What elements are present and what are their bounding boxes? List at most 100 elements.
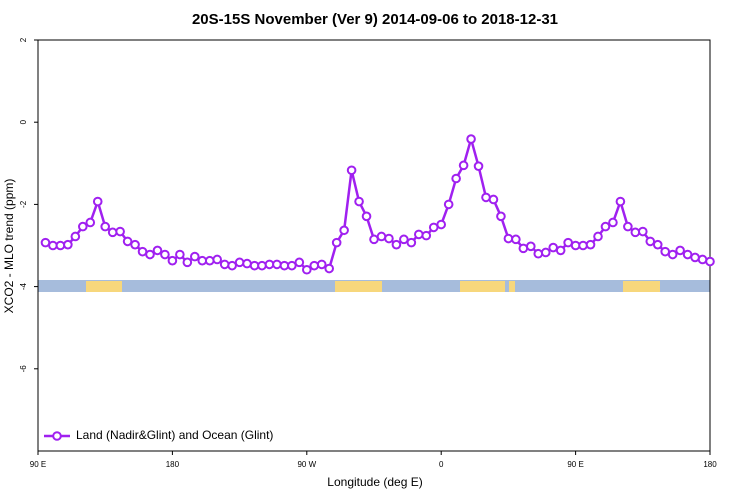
x-tick-label: 90 E (30, 460, 46, 469)
data-point (436, 219, 447, 230)
y-tick-label: -4 (19, 282, 28, 290)
data-point (518, 243, 529, 254)
data-point (473, 161, 484, 171)
data-point (369, 234, 379, 245)
data-point (257, 260, 267, 271)
data-point (645, 236, 656, 247)
land-segment (623, 281, 660, 292)
data-point (182, 257, 193, 268)
data-point (600, 221, 611, 232)
data-point (652, 239, 663, 250)
data-point (242, 258, 252, 269)
x-tick-label: 180 (166, 460, 180, 469)
data-point (399, 234, 409, 245)
data-point (391, 239, 402, 250)
data-point (421, 230, 432, 241)
land-segment (335, 281, 382, 292)
data-point (570, 240, 581, 251)
data-point (160, 249, 170, 260)
data-point (458, 160, 469, 171)
data-point (660, 246, 671, 257)
data-point (309, 260, 320, 271)
data-point (92, 196, 103, 207)
data-point (175, 249, 185, 260)
data-point (40, 237, 51, 248)
data-point (234, 257, 245, 268)
data-point (130, 239, 140, 250)
plot-frame (37, 39, 711, 452)
data-point (279, 260, 290, 271)
data-point (526, 241, 536, 252)
data-point (414, 229, 424, 240)
data-point (488, 194, 499, 205)
data-point (675, 245, 685, 256)
data-point (78, 221, 88, 232)
data-point (264, 259, 275, 270)
data-point (190, 251, 200, 262)
data-point (227, 260, 237, 271)
data-point (690, 252, 700, 263)
data-point (555, 245, 566, 256)
data-point (585, 239, 596, 250)
data-point (212, 254, 222, 265)
data-point (204, 255, 215, 266)
x-tick-label: 90 W (297, 460, 316, 469)
data-point (481, 192, 491, 203)
data-point (70, 231, 81, 242)
x-tick-label: 90 E (567, 460, 583, 469)
data-point (667, 249, 678, 260)
data-point (287, 260, 297, 271)
data-point (197, 255, 208, 266)
data-point (578, 240, 588, 251)
data-point (428, 222, 439, 233)
data-point (615, 196, 626, 207)
data-point (294, 257, 305, 268)
data-point (339, 225, 349, 236)
land-segment (509, 281, 515, 292)
data-point (503, 233, 514, 244)
data-point (623, 221, 633, 232)
data-point (593, 231, 603, 242)
land-segment (460, 281, 505, 292)
data-point (384, 233, 394, 244)
data-point (563, 237, 573, 248)
data-point (496, 211, 506, 222)
data-point (219, 259, 230, 270)
data-point (511, 234, 521, 245)
data-point (137, 246, 148, 257)
y-tick-label: 2 (19, 37, 28, 42)
data-point (376, 231, 387, 242)
data-point (533, 248, 544, 259)
data-point (115, 226, 125, 237)
data-point (249, 260, 260, 271)
data-point (55, 240, 66, 251)
y-tick-label: 0 (19, 119, 28, 124)
data-point (63, 239, 73, 250)
data-point (272, 259, 282, 270)
land-segment (86, 281, 122, 292)
data-point (540, 247, 551, 258)
data-point (638, 226, 648, 237)
y-axis-label: XCO2 - MLO trend (ppm) (2, 179, 16, 314)
y-tick-label: -6 (19, 365, 28, 373)
data-point (466, 134, 476, 144)
data-point (682, 249, 693, 260)
data-point (331, 237, 342, 248)
data-point (324, 263, 335, 274)
data-point (354, 196, 364, 207)
x-tick-label: 180 (703, 460, 717, 469)
data-point (100, 221, 110, 232)
data-point (145, 249, 155, 260)
data-point (406, 237, 417, 248)
x-tick-label: 0 (439, 460, 444, 469)
data-point (451, 173, 461, 184)
data-point (608, 217, 618, 228)
data-point (302, 264, 312, 275)
data-point (630, 227, 641, 238)
data-point (548, 242, 559, 253)
legend-marker (52, 431, 62, 441)
chart-title: 20S-15S November (Ver 9) 2014-09-06 to 2… (192, 11, 558, 28)
data-point (316, 259, 327, 270)
data-point (48, 240, 58, 251)
